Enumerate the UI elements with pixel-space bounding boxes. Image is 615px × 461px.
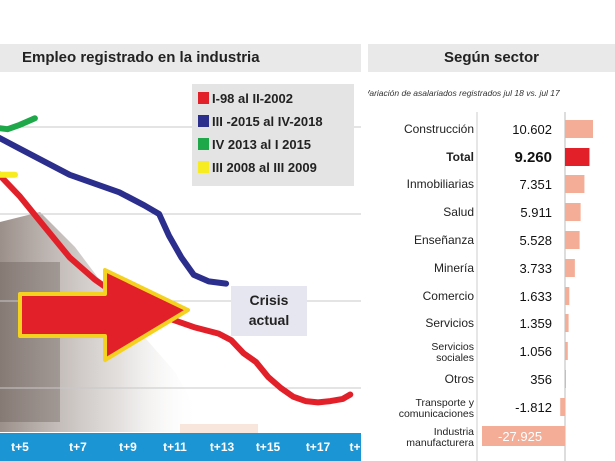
- arrow-icon: [18, 268, 190, 362]
- sector-value-label: -1.812: [515, 400, 552, 415]
- x-tick-label: t+9: [119, 440, 137, 454]
- sector-label: Otros: [445, 372, 474, 386]
- legend-label: III -2015 al IV-2018: [212, 114, 323, 129]
- sector-value-label: 7.351: [519, 177, 552, 192]
- sector-bar-chart: Variación de asalariados registrados jul…: [364, 88, 593, 461]
- main-chart-title: Empleo registrado en la industria: [0, 44, 361, 72]
- employment-line-chart: I-98 al II-2002 III -2015 al IV-2018 IV 20…: [0, 84, 361, 461]
- x-tick-label: t+7: [69, 440, 87, 454]
- legend-label: IV 2013 al I 2015: [212, 137, 311, 152]
- legend-box: [192, 84, 354, 186]
- sector-value-label: 1.056: [519, 344, 552, 359]
- legend-label: III 2008 al III 2009: [212, 160, 317, 175]
- legend: I-98 al II-2002 III -2015 al IV-2018 IV 20…: [192, 84, 354, 186]
- sector-label: Minería: [434, 261, 474, 275]
- annotation-text: Crisis: [250, 292, 289, 308]
- sector-subtitle: Variación de asalariados registrados jul…: [364, 88, 560, 98]
- series-line-1: [0, 171, 354, 406]
- sector-value-label: 1.359: [519, 316, 552, 331]
- sector-value-label: 9.260: [514, 149, 552, 166]
- sector-label: Construcción: [404, 122, 474, 136]
- annotation-text: actual: [249, 312, 289, 328]
- sector-label: Inmobiliarias: [407, 177, 474, 191]
- sector-value-label: -27.925: [498, 429, 542, 444]
- sector-bar: [565, 259, 575, 277]
- legend-swatch: [198, 138, 209, 150]
- sector-value-label: 1.633: [519, 289, 552, 304]
- sector-value-label: 3.733: [519, 261, 552, 276]
- x-tick-label: t+13: [210, 440, 235, 454]
- panel-divider: [361, 40, 368, 461]
- sector-chart-title: Según sector: [368, 44, 615, 72]
- sector-bar: [565, 175, 585, 193]
- sector-label: comunicaciones: [399, 408, 474, 420]
- sector-bar: [565, 287, 570, 305]
- sector-value-label: 10.602: [512, 122, 552, 137]
- legend-label: I-98 al II-2002: [212, 91, 293, 106]
- sector-value-label: 5.911: [520, 205, 552, 220]
- sector-value-label: 356: [530, 372, 552, 387]
- machine-shape: [0, 262, 60, 422]
- sector-label: Servicios: [431, 341, 474, 353]
- sector-bar: [565, 148, 590, 166]
- sector-bar: [560, 398, 565, 416]
- sector-label: Servicios: [425, 316, 474, 330]
- sector-label: Salud: [443, 205, 474, 219]
- sector-bar: [482, 426, 565, 446]
- sector-value-label: 5.528: [519, 233, 552, 248]
- sector-label: sociales: [436, 352, 474, 364]
- series-line-3: [0, 115, 38, 133]
- sector-label: Industria: [434, 426, 474, 438]
- sector-bar: [565, 120, 593, 138]
- sector-label: Total: [446, 150, 474, 164]
- sector-label: manufacturera: [406, 437, 474, 449]
- sector-bar: [565, 203, 581, 221]
- sector-label: Enseñanza: [414, 233, 474, 247]
- x-tick-label: t+15: [256, 440, 281, 454]
- sector-bar: [565, 231, 580, 249]
- sector-label: Comercio: [423, 289, 475, 303]
- sector-bar: [565, 342, 568, 360]
- sector-bar: [565, 314, 569, 332]
- legend-swatch: [198, 115, 209, 127]
- annotation-box: [231, 286, 307, 336]
- x-tick-label: t+: [349, 440, 360, 454]
- series-line-2: [0, 134, 230, 287]
- sector-label: Transporte y: [415, 397, 474, 409]
- x-axis-band: [0, 433, 361, 461]
- x-tick-label: t+5: [11, 440, 29, 454]
- legend-swatch: [198, 92, 209, 104]
- x-tick-label: t+17: [306, 440, 331, 454]
- annotation-crisis-actual: Crisis actual: [231, 286, 307, 336]
- legend-swatch: [198, 161, 209, 173]
- sector-bar: [565, 370, 566, 388]
- x-tick-label: t+11: [163, 440, 187, 454]
